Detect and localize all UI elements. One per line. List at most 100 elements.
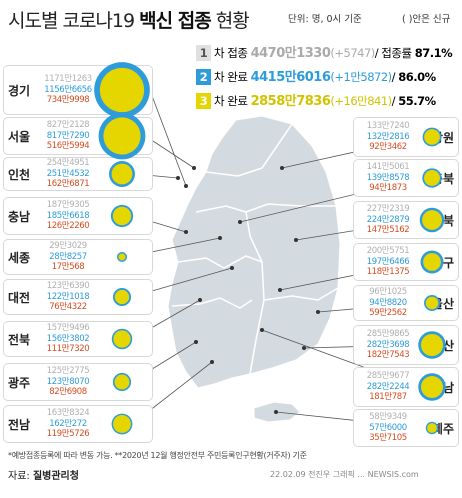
region-values: 29만3029 28만8257 17만568 [42,241,94,273]
map-dot-서울 [192,166,196,170]
region-dose2-value: 817만7290 [46,130,90,141]
summary-dose2-rate-label: / [391,70,399,84]
region-dose2-value: 57만6000 [369,422,407,433]
summary-dose1-label: 차 접종 [214,46,251,60]
map-dot-제주 [274,410,278,414]
region-dose3-value: 516만5994 [46,141,90,151]
region-values: 163만8324 162만272 119만5726 [42,408,94,440]
region-card-전남: 전남 163만8324 162만272 119만5726 [4,406,152,442]
region-dose3-value: 734만9998 [46,95,90,105]
region-name: 인천 [8,168,31,182]
summary-dose2-label: 차 완료 [214,70,251,84]
region-dose1-value: 285만9677 [366,371,410,381]
region-dose1-value: 123만6390 [46,281,90,291]
map-dot-전남 [210,360,214,364]
region-values: 187만9305 185만6618 126만2260 [42,200,94,232]
region-dose1-value: 157만9496 [46,323,90,333]
region-card-인천: 인천 254만4951 251만4532 162만6871 [4,158,152,190]
summary-dose3-num: 3 [196,93,211,109]
title-bold: 백신 접종 [139,10,212,32]
region-name: 광주 [8,376,31,390]
region-name: 경북 [431,214,454,228]
summary-dose1-rate-label: / 접종률 [374,46,415,60]
region-dose1-value: 227만2319 [366,204,410,214]
region-dose3-value: 17만568 [51,262,85,272]
region-values: 157만9496 156만3802 111만7320 [42,323,94,355]
region-name: 경남 [431,381,454,395]
map-shape [167,115,341,423]
region-card-경남: 경남 285만9677 282만2244 181만787 [354,368,458,406]
region-card-대구: 대구 200만5751 197만6466 118만1375 [354,244,458,280]
summary-dose1-rate: 87.1% [414,46,453,60]
region-dose3-value: 59만2562 [369,308,407,318]
region-name: 대구 [431,256,454,270]
leader-line-서울 [145,135,195,169]
map-border-1 [205,123,293,177]
map-dot-인천 [176,176,180,180]
region-dose2-value: 197만6466 [366,256,410,267]
region-dose3-value: 35만7105 [369,433,407,443]
map-dot-경기 [184,184,188,188]
map-dot-대구 [278,288,282,292]
region-dose3-value: 111만7320 [46,344,90,354]
region-name: 울산 [431,297,454,311]
region-dose3-value: 126만2260 [46,221,90,231]
region-values: 254만4951 251만4532 162만6871 [42,158,94,190]
region-card-경기: 경기 1171만1263 1156만6656 734만9998 [4,66,152,114]
region-dose2-value: 139만8578 [366,172,410,183]
map-dot-강원 [280,166,284,170]
footnote: *예방접종등록에 따라 변동 가능. **2020년 12월 행정안전부 주민등… [8,451,307,460]
region-dose2-value: 123만8070 [46,376,90,387]
region-values: 285만9865 282만3698 182만7543 [358,329,418,361]
region-dose3-value: 118만1375 [366,267,410,277]
region-dose1-value: 96만1025 [369,287,407,297]
map-dot-경북 [294,238,298,242]
region-dose2-value: 251만4532 [46,168,90,179]
region-values: 285만9677 282만2244 181만787 [358,371,418,403]
map-dot-울산 [316,310,320,314]
page-title: 시도별 코로나19 백신 접종 현황 [8,6,250,33]
region-dose2-value: 94만8820 [369,297,407,308]
summary-dose1-total: 4470만1330 [250,46,331,61]
region-dose3-value: 162만6871 [46,179,90,189]
source: 자료: 질병관리청 [8,467,79,482]
region-card-충남: 충남 187만9305 185만6618 126만2260 [4,198,152,234]
region-name: 제주 [431,422,454,436]
region-values: 123만6390 122만1018 76만4322 [42,281,94,313]
region-dose3-value: 94만1873 [369,183,407,193]
region-values: 227만2319 224만2879 147만5162 [358,204,418,236]
region-dose2-value: 162만272 [49,418,87,429]
region-card-경북: 경북 227만2319 224만2879 147만5162 [354,202,458,238]
region-card-부산: 부산 285만9865 282만3698 182만7543 [354,326,458,364]
summary-dose3-rate: 55.7% [398,94,436,108]
region-dose1-value: 29만3029 [49,241,87,251]
summary-dose1-delta: (+5747) [330,46,375,60]
region-card-울산: 울산 96만1025 94만8820 59만2562 [354,286,458,320]
region-dose2-value: 185만6618 [46,210,90,221]
summary-dose2-delta: (+1만5872) [330,70,392,84]
region-values: 1171만1263 1156만6656 734만9998 [42,74,94,106]
summary-dose3-rate-label: / [391,94,399,108]
summary-dose1-num: 1 [196,45,211,61]
region-dose2-value: 28만8257 [49,251,87,262]
region-name: 강원 [431,131,454,145]
region-dose1-value: 827만2128 [46,120,90,130]
map-border-4 [171,297,253,309]
region-card-대전: 대전 123만6390 122만1018 76만4322 [4,280,152,314]
map-dot-부산 [302,346,306,350]
region-card-세종: 세종 29만3029 28만8257 17만568 [4,240,152,274]
region-name: 충남 [8,210,31,224]
region-card-강원: 강원 133만7240 132만2816 92만3462 [354,118,458,156]
region-name: 서울 [8,130,31,144]
region-dose1-value: 285만9865 [366,329,410,339]
region-dose3-value: 182만7543 [366,350,410,360]
region-dose1-value: 254만4951 [46,158,90,168]
map-dot-대전 [230,266,234,270]
region-name: 경기 [8,84,31,98]
region-dose3-value: 76만4322 [49,302,87,312]
map-border-6 [263,287,339,301]
region-name: 충북 [431,172,454,186]
unit-label: 단위: 명, 0시 기준 [288,14,362,25]
